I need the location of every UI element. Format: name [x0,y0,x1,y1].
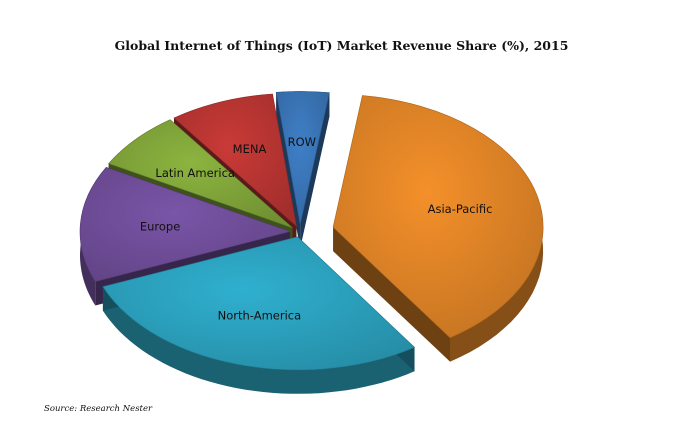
label-row: ROW [288,135,316,149]
chart-source: Source: Research Nester [44,404,153,414]
slice-asia-pacific [332,95,544,339]
slice-north-america [102,236,416,371]
slice-latin-america [108,119,293,229]
chart-title: Global Internet of Things (IoT) Market R… [114,38,569,53]
label-asia-pacific: Asia-Pacific [428,202,493,216]
slice-edge-asia-pacific-1 [333,227,451,362]
label-mena: MENA [233,142,267,156]
slice-row [275,91,330,225]
slice-edge-row-0 [276,92,301,249]
slice-mena [173,93,297,227]
slice-europe [79,166,292,282]
label-north-america: North-America [218,309,302,323]
label-latin-america: Latin America [155,166,235,180]
slice-side-north-america [102,286,415,394]
label-europe: Europe [140,220,180,234]
slice-edge-row-1 [300,92,330,249]
